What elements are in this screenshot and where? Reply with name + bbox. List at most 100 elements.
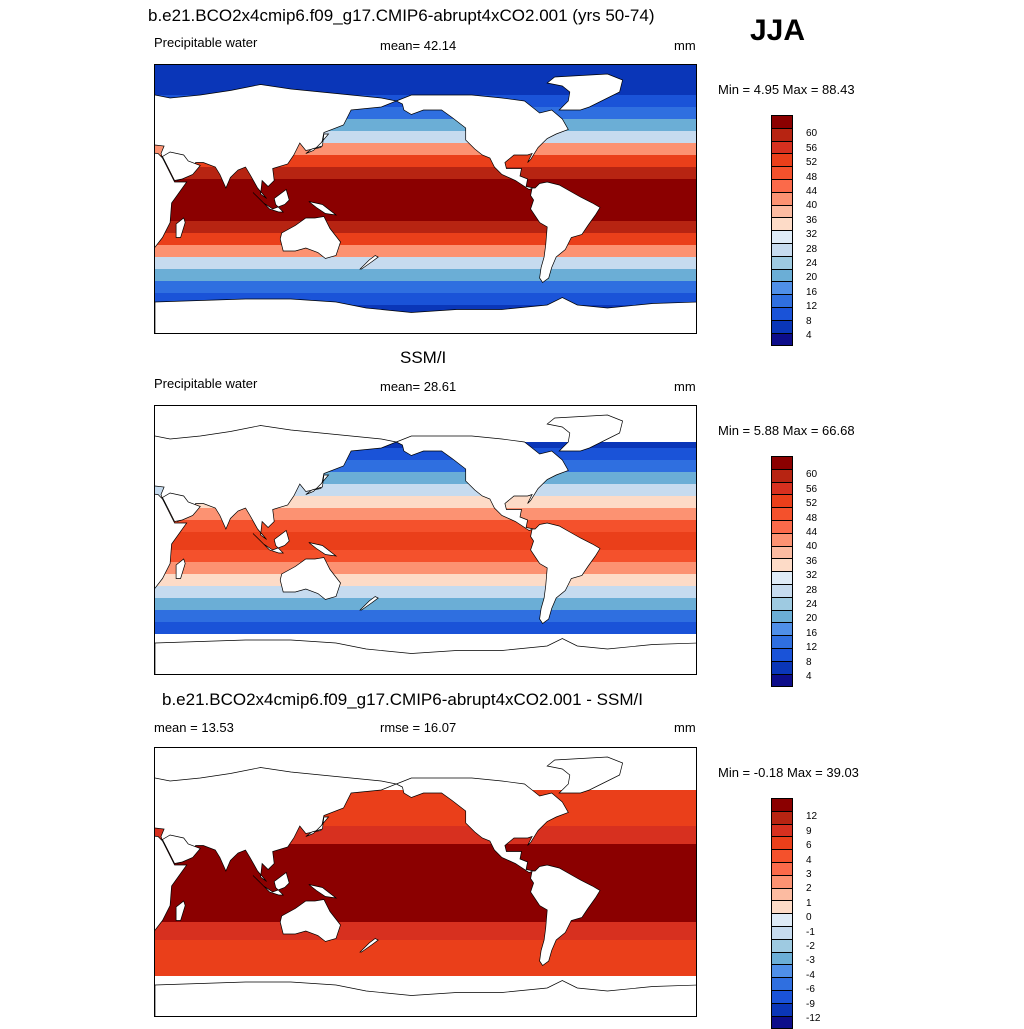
ocean-band [155,203,696,210]
ocean-band [155,185,696,192]
ocean-band [155,556,696,563]
ocean-band [155,526,696,533]
land-arabia [162,492,201,522]
panel2-variable-label: Precipitable water [154,376,258,391]
colorbar-segment [771,230,793,244]
colorbar-tick-label: 52 [806,157,818,169]
colorbar-segment [771,977,793,991]
ocean-band [155,880,696,887]
ocean-band [155,173,696,180]
land-japan [305,133,330,154]
land-eurasia [155,767,398,882]
land-new-zealand [359,596,379,611]
colorbar-tick-label: 44 [806,186,818,197]
ocean-band [155,143,696,150]
ocean-band [155,496,696,503]
land-arabia [162,151,201,181]
ocean-band [155,916,696,923]
colorbar-segment [771,204,793,219]
ocean-band [155,490,696,497]
colorbar-segment [771,635,793,649]
ocean-band [155,562,696,569]
season-label: JJA [750,14,806,47]
ocean-band [155,406,696,413]
ocean-band [155,568,696,575]
land-madagascar [175,217,186,238]
colorbar-segment [771,938,793,953]
ocean-band [155,964,696,971]
ocean-band [155,628,696,635]
colorbar-segment [771,925,793,940]
colorbar-tick-label: 48 [806,171,818,183]
ocean-band [155,592,696,599]
land-greenland [546,414,624,452]
colorbar-tick-label: 48 [806,512,818,524]
ocean-band [155,772,696,779]
ocean-band [155,83,696,90]
ocean-band [155,634,696,641]
colorbar-segment [771,255,793,270]
colorbar-segment [771,900,793,915]
colorbar-segment [771,951,793,966]
panel1-variable-label: Precipitable water [154,35,258,50]
ocean-band [155,796,696,803]
ocean-band [155,155,696,162]
panel3-units-label: mm [674,720,696,735]
colorbar-segment [771,281,793,296]
ocean-band [155,832,696,839]
colorbar-tick-label: 60 [806,128,818,140]
colorbar-tick-label: 40 [806,200,818,212]
colorbar-tick-label: 16 [806,627,818,639]
ocean-band [155,430,696,437]
colorbar-segment [771,964,793,979]
colorbar-segment [771,861,793,876]
colorbar-tick-label: -4 [806,969,815,981]
ocean-band [155,934,696,941]
ocean-band [155,293,696,300]
ocean-band [155,892,696,899]
panel2-units-label: mm [674,379,696,394]
colorbar-segment [771,823,793,838]
land-australia [279,557,341,600]
panel1-map [154,64,697,334]
ocean-band [155,538,696,545]
ocean-band [155,976,696,983]
ocean-band [155,946,696,953]
ocean-band [155,640,696,647]
colorbar-segment [771,319,793,334]
ocean-band [155,239,696,246]
land-greenland [546,756,624,794]
ocean-band [155,179,696,186]
ocean-band [155,748,696,755]
colorbar-segment [771,647,793,662]
land-n-america [395,94,569,190]
ocean-band [155,251,696,258]
ocean-band [155,508,696,515]
ocean-band [155,275,696,282]
panel2-minmax: Min = 5.88 Max = 66.68 [718,423,855,438]
colorbar-segment [771,545,793,560]
ocean-band [155,826,696,833]
land-antarctica [155,297,696,333]
ocean-band [155,856,696,863]
colorbar-tick-label: -9 [806,998,815,1010]
ocean-band [155,209,696,216]
colorbar-segment [771,660,793,675]
panel3-minmax: Min = -0.18 Max = 39.03 [718,765,859,780]
ocean-band [155,610,696,617]
panel3-map [154,747,697,1017]
ocean-band [155,580,696,587]
ocean-band [155,982,696,989]
ocean-band [155,472,696,479]
ocean-band [155,760,696,767]
ocean-band [155,215,696,222]
colorbar-segment [771,558,793,573]
colorbar-tick-label: -1 [806,926,815,938]
panel1-minmax: Min = 4.95 Max = 88.43 [718,82,855,97]
ocean-band [155,574,696,581]
colorbar-tick-label: 24 [806,599,818,610]
colorbar-segment [771,849,793,863]
panel2-colorbar [771,456,793,688]
ocean-band [155,850,696,857]
ocean-band [155,227,696,234]
